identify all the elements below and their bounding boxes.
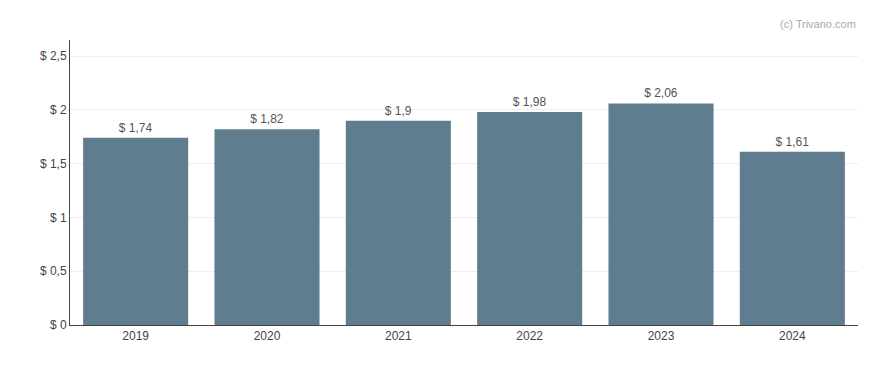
svg-text:$ 1: $ 1 — [50, 211, 67, 225]
svg-text:$ 2: $ 2 — [50, 103, 67, 117]
svg-text:2022: 2022 — [516, 329, 543, 343]
svg-text:$ 0,5: $ 0,5 — [40, 264, 67, 278]
svg-text:2024: 2024 — [779, 329, 806, 343]
svg-text:$ 1,5: $ 1,5 — [40, 157, 67, 171]
svg-text:$ 1,98: $ 1,98 — [513, 95, 547, 109]
svg-text:(c) Trivano.com: (c) Trivano.com — [780, 18, 856, 30]
svg-text:2019: 2019 — [122, 329, 149, 343]
svg-text:$ 1,82: $ 1,82 — [250, 112, 284, 126]
svg-text:$ 0: $ 0 — [50, 318, 67, 332]
svg-text:2023: 2023 — [648, 329, 675, 343]
svg-text:$ 2,5: $ 2,5 — [40, 49, 67, 63]
svg-text:$ 2,06: $ 2,06 — [644, 86, 678, 100]
svg-text:$ 1,74: $ 1,74 — [119, 121, 153, 135]
svg-text:$ 1,9: $ 1,9 — [385, 104, 412, 118]
svg-text:2021: 2021 — [385, 329, 412, 343]
svg-text:$ 1,61: $ 1,61 — [775, 135, 809, 149]
svg-text:2020: 2020 — [254, 329, 281, 343]
